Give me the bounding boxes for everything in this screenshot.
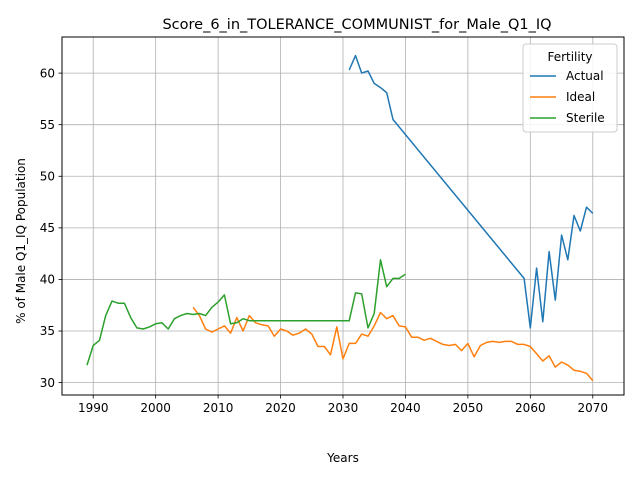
x-tick-label: 1990 bbox=[78, 401, 109, 415]
series-line-ideal bbox=[192, 306, 594, 382]
x-tick-label: 2070 bbox=[578, 401, 609, 415]
axis-ticks: 1990 2000 2010 2020 2030 2040 2050 2060 2070 30 35… bbox=[40, 66, 608, 415]
x-tick-label: 2040 bbox=[390, 401, 421, 415]
x-tick-label: 2000 bbox=[140, 401, 171, 415]
series-line-sterile bbox=[86, 259, 406, 366]
legend-items: Actual Ideal Sterile bbox=[530, 69, 605, 125]
legend-title: Fertility bbox=[547, 50, 592, 64]
legend-item-sterile: Sterile bbox=[530, 111, 605, 125]
y-tick-label: 40 bbox=[40, 273, 55, 287]
legend-item-ideal: Ideal bbox=[530, 90, 595, 104]
x-tick-label: 2030 bbox=[328, 401, 359, 415]
x-tick-label: 2050 bbox=[453, 401, 484, 415]
legend: Fertility Actual Ideal Sterile bbox=[522, 43, 618, 133]
y-tick-label: 45 bbox=[40, 221, 55, 235]
y-tick-label: 50 bbox=[40, 169, 55, 183]
x-tick-label: 2060 bbox=[515, 401, 546, 415]
series-line-actual bbox=[348, 54, 594, 329]
chart-title: Score_6_in_TOLERANCE_COMMUNIST_for_Male_… bbox=[162, 17, 551, 33]
legend-item-actual: Actual bbox=[530, 69, 604, 83]
y-tick-label: 35 bbox=[40, 324, 55, 338]
y-tick-label: 60 bbox=[40, 66, 55, 80]
legend-label: Ideal bbox=[566, 90, 595, 104]
series-lines bbox=[86, 54, 594, 382]
x-axis-label: Years bbox=[326, 451, 359, 465]
y-tick-label: 30 bbox=[40, 376, 55, 390]
y-tick-label: 55 bbox=[40, 118, 55, 132]
legend-box bbox=[522, 43, 618, 133]
legend-label: Actual bbox=[566, 69, 604, 83]
legend-label: Sterile bbox=[566, 111, 605, 125]
x-tick-label: 2020 bbox=[265, 401, 296, 415]
x-tick-label: 2010 bbox=[203, 401, 234, 415]
y-axis-label: % of Male Q1_IQ Population bbox=[14, 158, 28, 324]
